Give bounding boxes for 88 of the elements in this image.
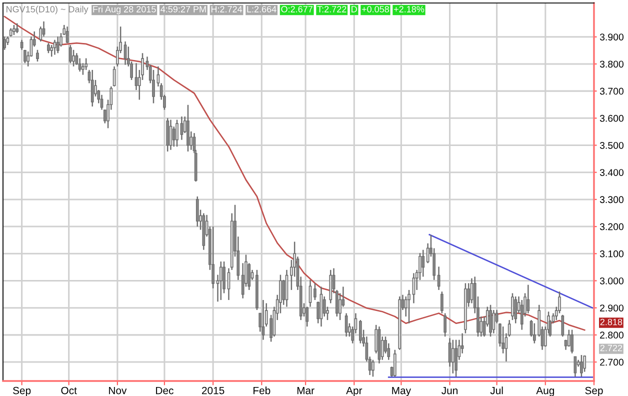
candlestick <box>583 354 586 372</box>
candlestick <box>422 249 425 278</box>
y-tick-label: 3.400 <box>600 169 624 176</box>
candlestick <box>306 306 309 328</box>
candlestick <box>567 329 570 348</box>
candlestick <box>580 354 583 378</box>
annotation: T:2.722 <box>317 6 346 12</box>
candlestick <box>227 268 230 301</box>
y-tick-label: 3.800 <box>600 60 624 68</box>
candlestick <box>12 24 16 36</box>
annotation: +2.18% <box>394 6 424 12</box>
candlestick <box>514 296 518 324</box>
candlestick <box>408 289 410 324</box>
candlestick <box>440 290 444 314</box>
candlestick <box>90 69 94 108</box>
x-tick-label: Feb <box>254 386 270 394</box>
candlestick <box>68 44 72 64</box>
candlestick <box>574 356 577 378</box>
candlestick <box>489 304 492 338</box>
candlestick <box>282 279 286 306</box>
x-tick-label: Nov <box>109 386 127 394</box>
chart-title: NGV15(D10) ~ Daily <box>6 6 88 14</box>
y-tick-label: 3.100 <box>600 250 624 258</box>
candlestick <box>47 42 50 54</box>
candlestick <box>454 339 458 378</box>
x-tick-label: Apr <box>346 386 362 396</box>
candlestick <box>561 314 564 338</box>
x-tick-label: Oct <box>61 386 77 394</box>
x-tick-label: Mar <box>297 386 314 394</box>
candlestick <box>134 62 138 91</box>
annotation: L:2.664 <box>247 6 276 12</box>
candlestick <box>176 119 178 148</box>
y-tick-label: 3.900 <box>600 34 624 40</box>
annotation: 4:59:27 PM <box>160 6 206 12</box>
candlestick <box>39 26 42 42</box>
x-tick-label: Jul <box>490 386 503 394</box>
annotation: D <box>352 6 357 12</box>
y-tick-label: 2.700 <box>600 358 624 366</box>
candlestick <box>358 319 362 344</box>
candlestick <box>16 22 19 34</box>
candlestick <box>451 339 454 374</box>
candlestick <box>152 69 155 104</box>
candlestick <box>84 58 88 71</box>
annotation: H:2.724 <box>211 6 242 12</box>
y-tick-label: 3.200 <box>600 223 624 230</box>
annotation: +0.058 <box>362 6 389 12</box>
candlestick <box>82 62 84 76</box>
candlestick <box>56 36 60 54</box>
candlestick <box>570 329 574 354</box>
candlestick <box>322 296 326 318</box>
y-tick-label: 3.000 <box>600 277 624 284</box>
candlestick <box>511 292 514 321</box>
y-tick-label: 3.600 <box>600 114 624 122</box>
candlestick <box>50 44 54 58</box>
y-tick-label: 2.800 <box>600 332 624 339</box>
text: 2.722 <box>600 344 622 352</box>
candlestick <box>393 349 396 378</box>
candlestick <box>124 40 127 66</box>
y-tick-label: 3.500 <box>600 142 624 149</box>
candlestick <box>3 36 6 50</box>
x-tick-label: Jun <box>442 386 458 394</box>
candlestick <box>262 299 265 340</box>
candlestick <box>314 282 316 301</box>
candlestick <box>219 260 222 301</box>
candlestick <box>24 49 26 64</box>
annotation: O:2.677 <box>281 6 312 12</box>
y-tick-label: 2.900 <box>600 304 624 312</box>
x-tick-label: May <box>392 386 411 396</box>
candlestick <box>212 226 215 289</box>
candlestick <box>36 49 39 62</box>
x-tick-label: 2015 <box>202 386 224 394</box>
candlestick <box>444 312 447 338</box>
annotation: 2.818 <box>600 318 622 326</box>
candlestick <box>180 116 184 140</box>
candlestick <box>502 326 505 354</box>
x-tick-label: Sep <box>585 386 603 396</box>
candlestick <box>308 279 312 308</box>
candlestick <box>492 309 496 334</box>
x-tick-label: Aug <box>536 386 554 396</box>
x-tick-label: Sep <box>13 386 31 396</box>
y-tick-label: 3.700 <box>600 88 624 95</box>
candlestick <box>196 196 199 228</box>
annotation: Fri Aug 28 2015 <box>93 6 156 14</box>
candlestick <box>372 359 374 378</box>
x-tick-label: Dec <box>156 386 174 394</box>
candlestick <box>72 49 75 68</box>
y-tick-label: 3.300 <box>600 196 624 204</box>
candlestick <box>526 284 530 314</box>
